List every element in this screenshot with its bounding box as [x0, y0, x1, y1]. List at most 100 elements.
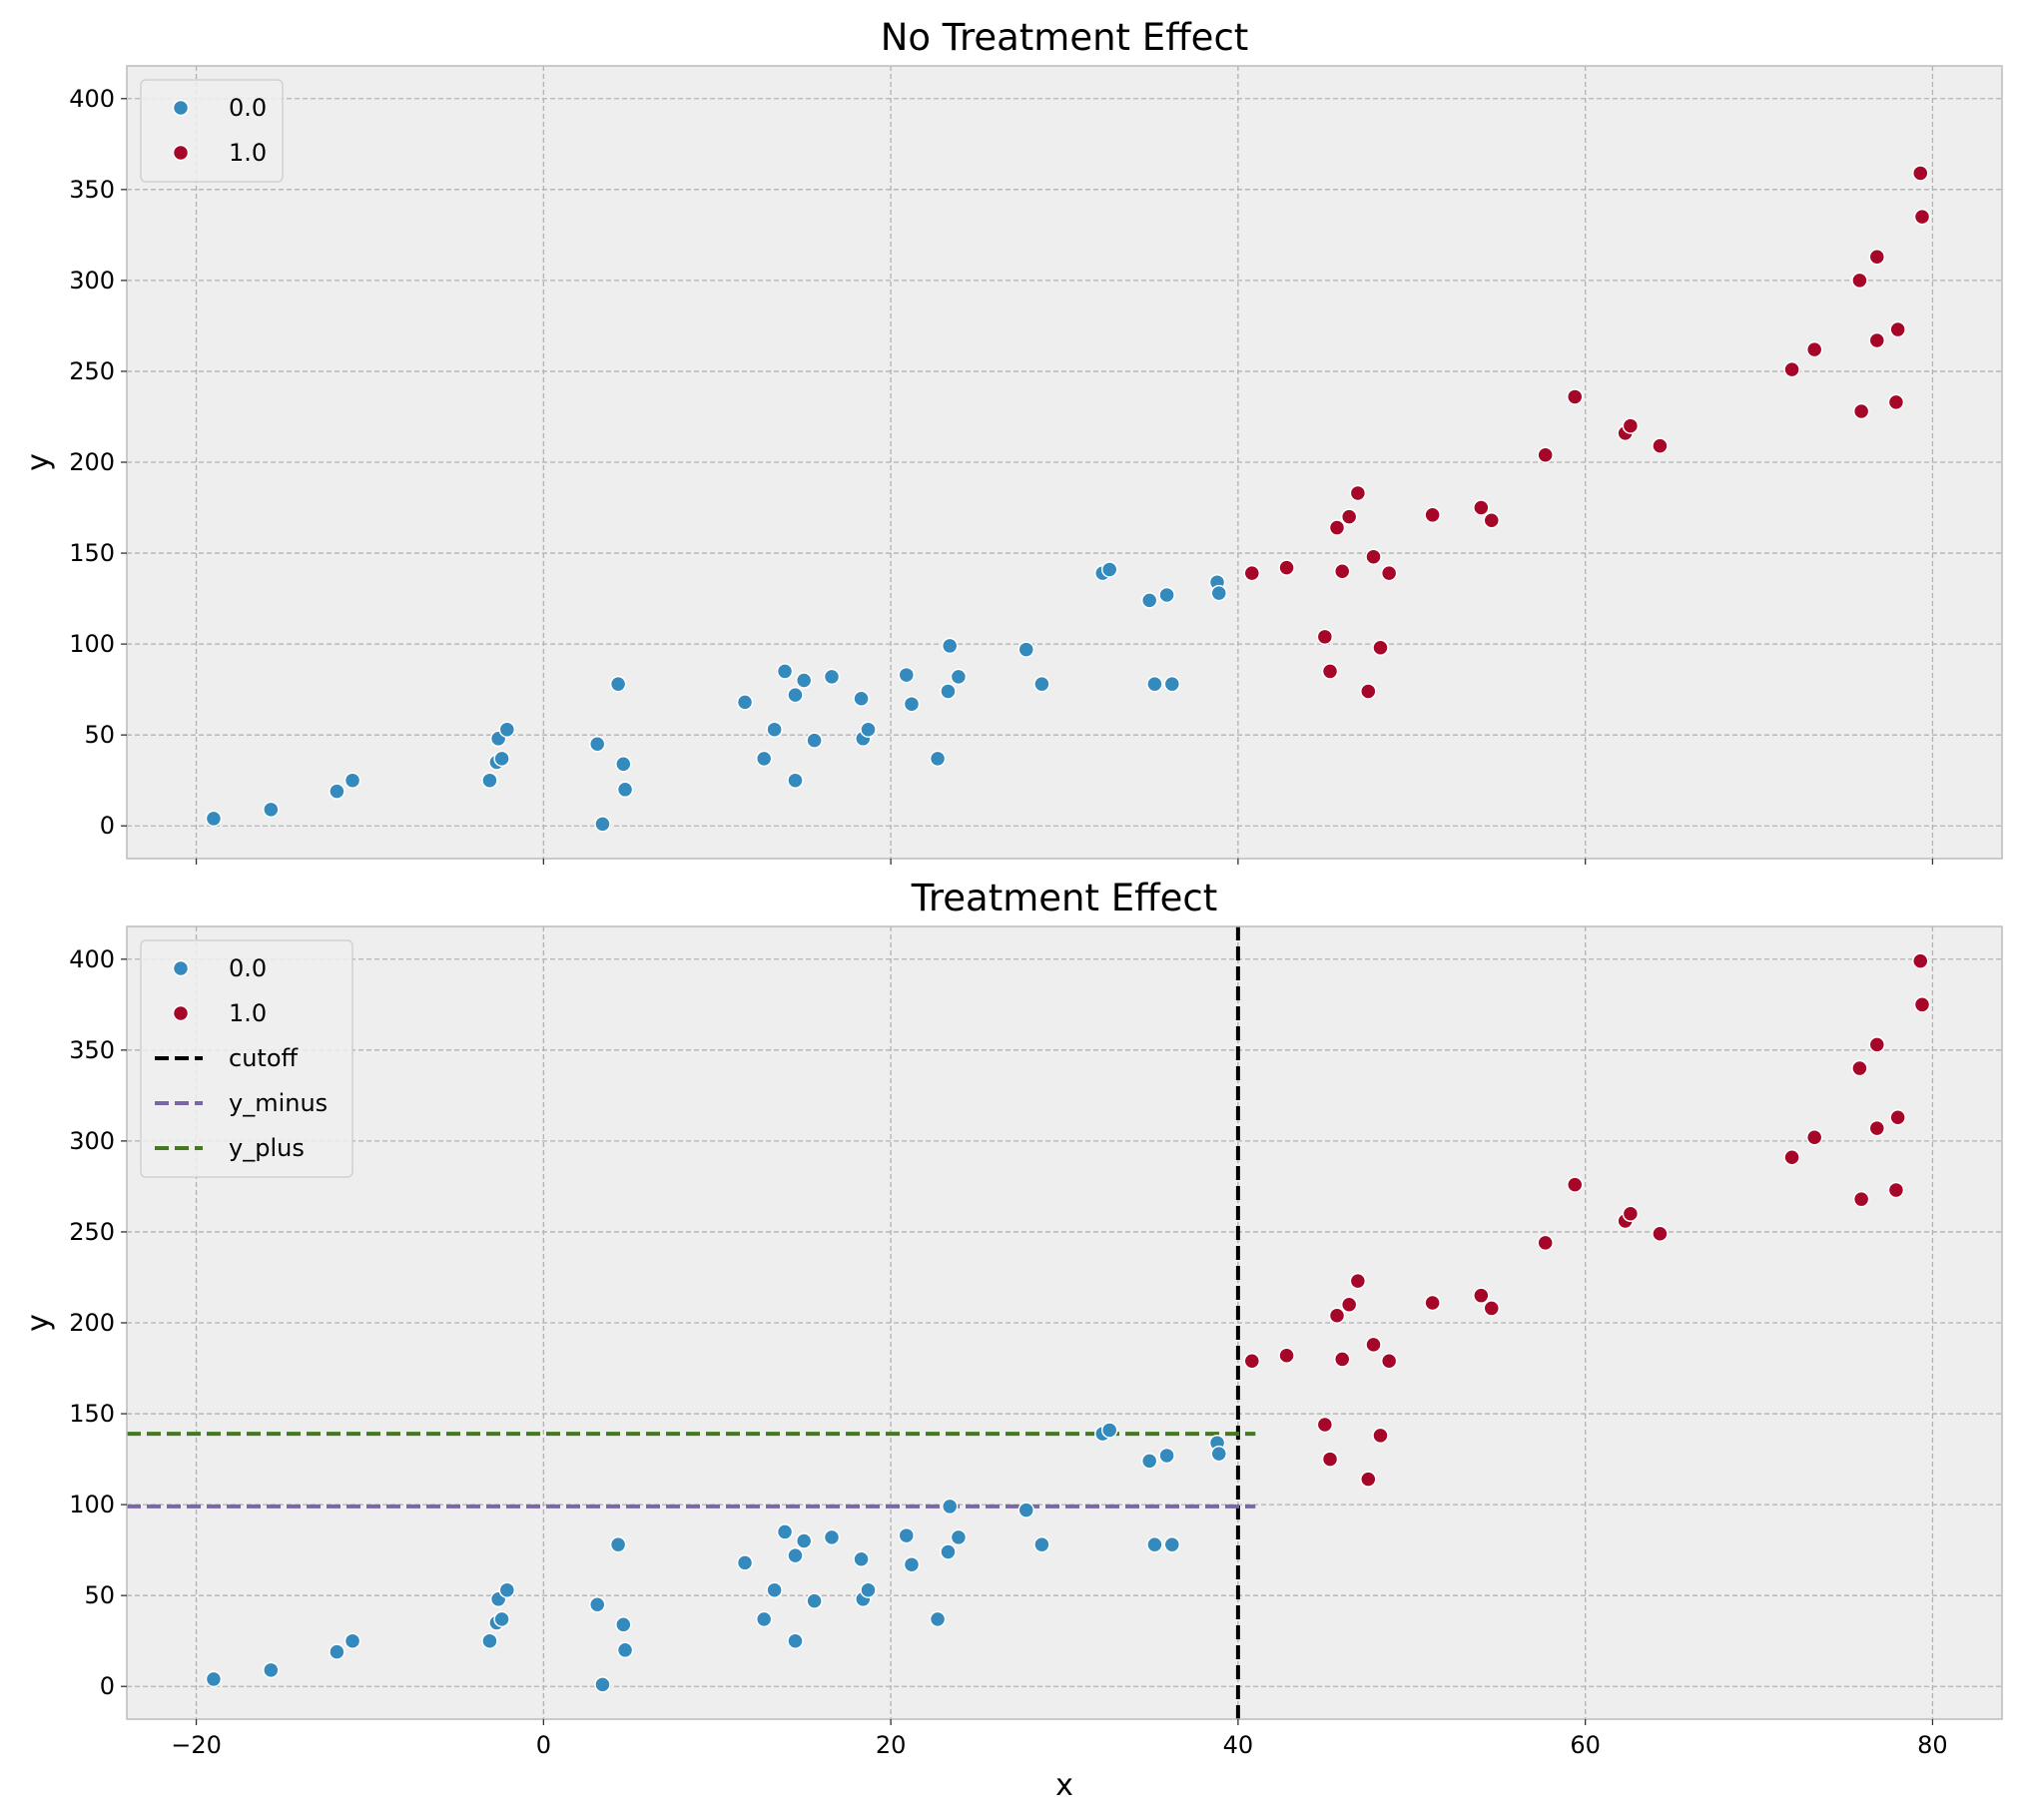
legend-marker [172, 1004, 190, 1022]
y-tick-label: 150 [69, 539, 115, 567]
x-tick-label: 0 [536, 1731, 551, 1759]
data-point [1483, 512, 1501, 529]
data-point [940, 1543, 957, 1560]
data-point [898, 1526, 916, 1544]
data-point [498, 721, 516, 738]
data-point [1243, 564, 1261, 582]
panel-1: 0 50 100 150 200 250 300 350 400 No Treatment Eff… [21, 16, 2003, 865]
x-tick-label: −20 [171, 1731, 222, 1759]
data-point [795, 672, 813, 689]
data-point [1017, 641, 1034, 658]
chart-title: No Treatment Effect [881, 16, 1249, 59]
data-point [736, 1554, 754, 1571]
data-point [1868, 248, 1886, 266]
data-point [787, 686, 804, 704]
data-point [1316, 628, 1334, 646]
series-0-0 [205, 561, 1228, 833]
data-point [1140, 1453, 1158, 1470]
data-point [1566, 388, 1584, 405]
legend-label: 1.0 [229, 999, 267, 1027]
data-point [940, 683, 957, 700]
data-point [1163, 1535, 1181, 1553]
data-point [1473, 499, 1490, 516]
data-point [1372, 1427, 1389, 1445]
x-tick-label: 60 [1570, 1731, 1601, 1759]
data-point [1210, 1445, 1228, 1463]
data-point [594, 1676, 611, 1693]
data-point [1851, 1059, 1868, 1077]
legend-marker [172, 144, 190, 162]
data-point [950, 668, 968, 686]
data-point [766, 1581, 783, 1598]
data-point [493, 1610, 510, 1628]
data-point [1349, 1272, 1367, 1290]
data-point [1652, 437, 1669, 454]
data-point [1912, 165, 1929, 182]
data-point [860, 721, 877, 738]
data-point [263, 1661, 280, 1679]
data-point [1340, 1296, 1358, 1314]
data-point [609, 675, 627, 693]
y-tick-label: 150 [69, 1400, 115, 1428]
data-point [1889, 320, 1906, 338]
data-point [941, 637, 959, 655]
legend-label: y_plus [229, 1134, 305, 1162]
data-point [853, 1550, 870, 1567]
legend-label: y_minus [229, 1089, 328, 1117]
data-point [787, 1546, 804, 1564]
data-point [755, 1610, 773, 1628]
data-point [929, 1610, 947, 1628]
data-point [903, 1555, 921, 1573]
data-point [1566, 1176, 1584, 1193]
data-point [1243, 1352, 1261, 1370]
data-point [1483, 1300, 1501, 1317]
y-tick-label: 250 [69, 1218, 115, 1246]
data-point [1278, 559, 1295, 576]
x-tick-label: 80 [1917, 1731, 1948, 1759]
y-tick-label: 350 [69, 176, 115, 204]
data-point [343, 772, 361, 789]
data-point [1033, 1535, 1050, 1553]
y-tick-label: 400 [69, 945, 115, 973]
data-point [898, 666, 916, 684]
y-tick-label: 100 [69, 630, 115, 658]
legend-marker [172, 959, 190, 977]
data-point [1913, 208, 1931, 226]
data-point [1349, 484, 1367, 502]
data-point [1210, 584, 1228, 602]
data-point [1913, 996, 1931, 1013]
data-point [1887, 1181, 1905, 1199]
y-tick-label: 50 [84, 1581, 115, 1609]
data-point [1622, 1205, 1640, 1222]
y-tick-label: 300 [69, 1127, 115, 1155]
data-point [1146, 675, 1163, 693]
data-point [766, 721, 783, 738]
data-point [1365, 548, 1382, 565]
data-point [776, 1523, 794, 1540]
data-point [594, 816, 611, 833]
data-point [1783, 360, 1800, 378]
data-point [615, 756, 632, 773]
data-point [205, 1670, 223, 1688]
data-point [1372, 639, 1389, 657]
data-point [823, 668, 841, 686]
y-tick-label: 200 [69, 1309, 115, 1337]
x-tick-label: 20 [876, 1731, 907, 1759]
panel-2: −20 0 20 40 60 80 0 50 100 150 200 250 300 350 400 Trea… [21, 877, 2003, 1803]
x-axis-label: x [1055, 1768, 1073, 1803]
legend: 0.0 1.0 cutoff y_minus y_plus [140, 939, 353, 1178]
legend-label: 0.0 [229, 94, 267, 122]
data-point [1316, 1416, 1334, 1434]
data-point [1622, 417, 1640, 434]
series-0-0 [205, 1422, 1228, 1693]
data-point [588, 736, 606, 753]
data-point [941, 1498, 959, 1516]
data-point [1805, 1128, 1823, 1146]
data-point [1278, 1347, 1295, 1365]
data-point [950, 1528, 968, 1546]
data-point [343, 1632, 361, 1649]
data-point [1868, 1119, 1886, 1137]
series-1-0 [1243, 165, 1931, 700]
y-tick-label: 400 [69, 85, 115, 113]
